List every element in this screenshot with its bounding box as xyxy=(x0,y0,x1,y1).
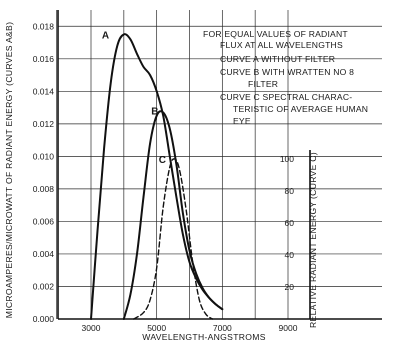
annotation-text: TERISTIC OF AVERAGE HUMAN xyxy=(233,104,368,114)
annotation-text: CURVE A WITHOUT FILTER xyxy=(220,54,335,64)
y-tick-label: 0.010 xyxy=(33,151,55,161)
x-tick-label: 7000 xyxy=(213,323,232,333)
curve-b-line xyxy=(122,110,224,320)
grid-lines xyxy=(56,10,382,319)
curve-c-line xyxy=(133,158,214,320)
y2-tick-label: 60 xyxy=(285,218,295,228)
y-tick-label: 0.014 xyxy=(33,86,55,96)
annotation-text: CURVE C SPECTRAL CHARAC- xyxy=(220,92,352,102)
curve-a-line xyxy=(90,33,224,320)
x-tick-label: 5000 xyxy=(147,323,166,333)
annotation-text: FILTER xyxy=(248,79,278,89)
x-tick-label: 9000 xyxy=(279,323,298,333)
annotation-text: FOR EQUAL VALUES OF RADIANT xyxy=(203,29,348,39)
y2-tick-label: 20 xyxy=(285,282,295,292)
y-tick-label: 0.006 xyxy=(33,216,55,226)
x-axis-title: WAVELENGTH-ANGSTROMS xyxy=(142,332,265,342)
y-tick-label: 0.012 xyxy=(33,119,55,129)
annotation-text: CURVE B WITH WRATTEN NO 8 xyxy=(220,67,354,77)
y-tick-label: 0.018 xyxy=(33,21,55,31)
curve-b-label: B xyxy=(151,106,158,117)
y2-tick-label: 40 xyxy=(285,250,295,260)
y2-tick-label: 100 xyxy=(280,154,294,164)
y-tick-label: 0.004 xyxy=(33,249,55,259)
y-axis-title: MICROAMPERES/MICROWATT OF RADIANT ENERGY… xyxy=(4,22,14,319)
axes xyxy=(57,10,382,320)
y2-tick-label: 80 xyxy=(285,186,295,196)
x-tick-label: 3000 xyxy=(82,323,101,333)
y-tick-label: 0.000 xyxy=(33,314,55,324)
curve-c-label: C xyxy=(159,155,166,166)
y-tick-label: 0.008 xyxy=(33,184,55,194)
data-curves xyxy=(90,33,224,320)
annotation-text: EYE xyxy=(233,116,251,126)
y2-axis-title: RELATIVE RADIANT ENERGY (CURVE C) xyxy=(308,152,318,328)
y-tick-label: 0.002 xyxy=(33,281,55,291)
annotation-text: FLUX AT ALL WAVELENGTHS xyxy=(220,40,343,50)
y-tick-label: 0.016 xyxy=(33,54,55,64)
curve-a-label: A xyxy=(102,30,109,41)
